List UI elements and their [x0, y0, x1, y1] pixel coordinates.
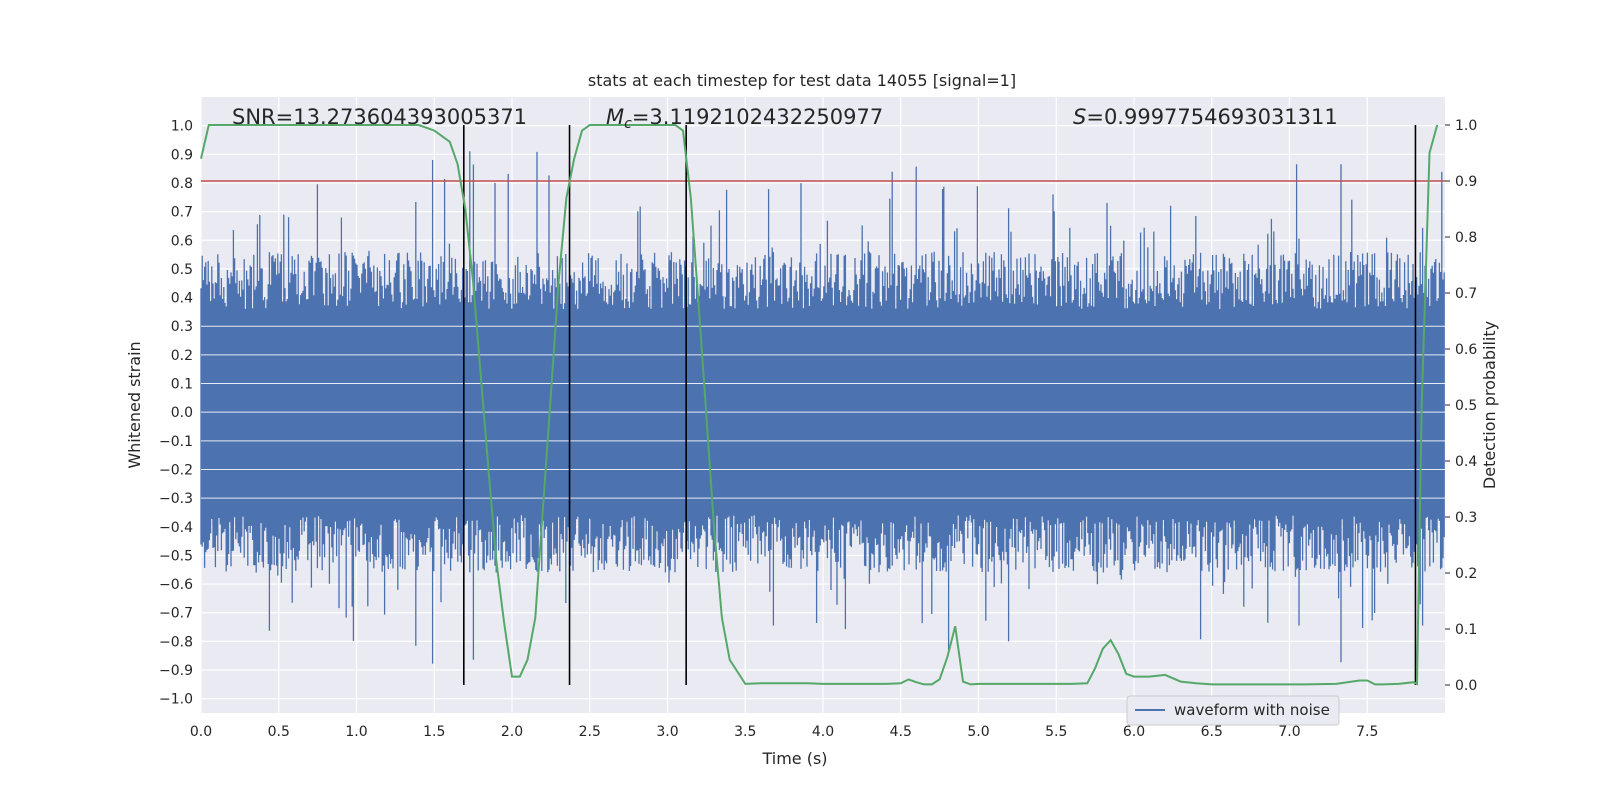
legend-box	[1126, 695, 1340, 726]
detection-stat-annotation: S=0.9997754693031311	[1073, 105, 1338, 129]
y-tick-label: 0.9	[171, 147, 193, 163]
x-tick-label: 0.5	[268, 724, 290, 740]
x-tick-label: 0.0	[190, 724, 212, 740]
x-tick-label: 2.5	[579, 724, 601, 740]
y-axis-label: Whitened strain	[125, 341, 144, 468]
y-tick-label: −0.2	[159, 462, 193, 478]
y-tick-label: −0.8	[159, 634, 193, 650]
chirp-mass-value: =3.1192102432250977	[632, 105, 883, 129]
y-tick-label: −0.6	[159, 577, 193, 593]
y-right-tick-label: 1.0	[1455, 118, 1477, 134]
y-tick-label: −0.1	[159, 434, 193, 450]
x-tick-label: 4.0	[812, 724, 834, 740]
chart-title: stats at each timestep for test data 140…	[588, 71, 1016, 90]
x-tick-label: 4.5	[890, 724, 912, 740]
y-right-tick-label: 0.9	[1455, 174, 1477, 190]
x-axis-label: Time (s)	[761, 749, 827, 768]
y-tick-label: −0.5	[159, 548, 193, 564]
legend-label: waveform with noise	[1174, 701, 1330, 719]
x-axis: 0.0 0.5 1.0 1.5 2.0 2.5 3.0 3.5 4.0 4.5 5.0 5.5 6.0 6…	[190, 724, 1379, 740]
y-right-tick-label: 0.6	[1455, 342, 1477, 358]
x-tick-label: 1.5	[423, 724, 445, 740]
y-tick-label: 0.3	[171, 319, 193, 335]
y-right-tick-label: 0.2	[1455, 566, 1477, 582]
y-tick-label: −1.0	[159, 692, 193, 708]
x-tick-label: 2.0	[501, 724, 523, 740]
detection-probability-line	[200, 124, 1439, 686]
waveform-trace	[200, 151, 1445, 664]
y-tick-label: 0.1	[171, 377, 193, 393]
y-tick-label: 0.0	[171, 405, 193, 421]
chirp-mass-symbol: M	[606, 105, 624, 129]
y-tick-label: −0.3	[159, 491, 193, 507]
snr-annotation: SNR=13.273604393005371	[232, 105, 527, 129]
y-axis-left: 1.0 0.9 0.8 0.7 0.6 0.5 0.4 0.3 0.2 0.1 0.0 −0.1 −0.…	[159, 119, 193, 708]
waveform-series	[200, 151, 1445, 664]
y-right-tick-label: 0.0	[1455, 678, 1477, 694]
x-tick-label: 3.5	[734, 724, 756, 740]
x-tick-label: 3.0	[656, 724, 678, 740]
vertical-markers	[462, 125, 1417, 685]
x-tick-label: 5.5	[1045, 724, 1067, 740]
x-tick-label: 7.0	[1278, 724, 1300, 740]
x-tick-label: 1.0	[345, 724, 367, 740]
x-tick-label: 7.5	[1356, 724, 1378, 740]
y-axis-right: 1.0 0.9 0.8 0.7 0.6 0.5 0.4 0.3 0.2 0.1 0.0	[1445, 118, 1477, 694]
detection-stat-symbol: S	[1073, 105, 1086, 129]
x-tick-label: 6.0	[1123, 724, 1145, 740]
y-tick-label: 0.7	[171, 205, 193, 221]
x-tick-label: 5.0	[967, 724, 989, 740]
x-tick-label: 6.5	[1201, 724, 1223, 740]
y-axis-right-label: Detection probability	[1480, 321, 1499, 489]
y-tick-label: 0.6	[171, 233, 193, 249]
y-tick-label: 0.4	[171, 291, 193, 307]
legend: waveform with noise	[1126, 695, 1340, 726]
y-right-tick-label: 0.8	[1455, 230, 1477, 246]
y-right-tick-label: 0.4	[1455, 454, 1477, 470]
y-tick-label: 1.0	[171, 119, 193, 135]
chirp-mass-annotation: Mc=3.1192102432250977	[606, 105, 883, 132]
y-tick-label: 0.8	[171, 176, 193, 192]
y-tick-label: 0.5	[171, 262, 193, 278]
detection-stat-value: =0.9997754693031311	[1086, 105, 1337, 129]
y-tick-label: −0.7	[159, 606, 193, 622]
y-right-tick-label: 0.3	[1455, 510, 1477, 526]
y-tick-label: −0.9	[159, 663, 193, 679]
y-right-tick-label: 0.5	[1455, 398, 1477, 414]
y-right-tick-label: 0.1	[1455, 622, 1477, 638]
y-right-tick-label: 0.7	[1455, 286, 1477, 302]
chirp-mass-subscript: c	[624, 116, 632, 132]
y-tick-label: 0.2	[171, 348, 193, 364]
y-tick-label: −0.4	[159, 520, 193, 536]
